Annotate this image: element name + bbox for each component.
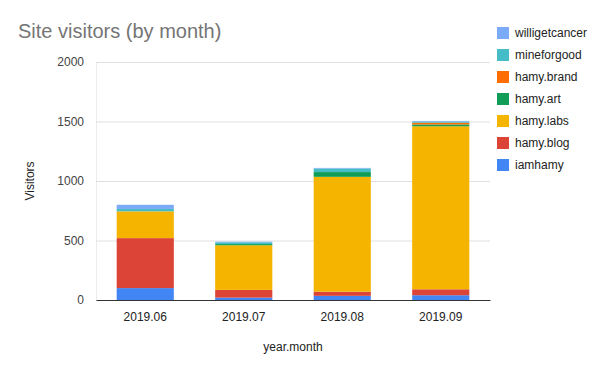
x-tick-label: 2019.06 [124,310,168,324]
bar [412,123,469,125]
bar [215,290,272,298]
bar [314,296,371,300]
y-tick-label: 1500 [57,115,84,129]
y-axis-title: Visitors [23,161,37,200]
bar [215,298,272,300]
bar [314,292,371,296]
legend-item: hamy.brand [497,70,577,84]
bar [314,172,371,177]
legend-label: mineforgood [515,48,582,62]
x-tick: 2019.06 [124,300,168,324]
bar [117,205,174,209]
bar [314,177,371,292]
y-axis: 0 500 1000 1500 2000 [57,55,490,307]
legend-label: hamy.art [515,92,561,106]
legend-swatch [497,27,509,39]
x-tick-label: 2019.08 [321,310,365,324]
bar [117,211,174,238]
legend-swatch [497,71,509,83]
series [117,121,470,242]
bar [117,209,174,211]
x-axis: 2019.06 2019.07 2019.08 2019.09 [97,300,491,324]
legend-label: hamy.blog [515,136,569,150]
legend-label: hamy.labs [515,114,569,128]
series [117,126,470,291]
bars [117,121,470,300]
legend-item: hamy.art [497,92,561,106]
legend-item: iamhamy [497,158,564,172]
legend-swatch [497,115,509,127]
y-tick-label: 0 [77,293,84,307]
bar [412,120,469,122]
legend-item: willigetcancer [497,26,587,40]
bar [117,238,174,288]
series [215,124,469,245]
x-tick-label: 2019.07 [222,310,266,324]
bar [412,295,469,300]
legend-label: willigetcancer [514,26,587,40]
y-axis-line [97,63,491,301]
title: Site visitors (by month) [18,20,221,42]
legend-label: hamy.brand [515,70,577,84]
bar [314,169,371,173]
x-axis-title: year.month [263,340,322,354]
bar [215,245,272,290]
series [117,122,470,245]
legend-swatch [497,137,509,149]
y-tick-label: 2000 [57,55,84,69]
legend-swatch [497,49,509,61]
legend-swatch [497,93,509,105]
y-tick: 2000 [57,55,490,69]
grid-line [96,62,490,63]
x-tick: 2019.09 [419,300,463,324]
legend-item: hamy.blog [497,136,569,150]
legend-item: mineforgood [497,48,582,62]
x-axis-line [97,300,491,301]
bar [117,288,174,300]
legend-swatch [497,159,509,171]
x-tick-label: 2019.09 [419,310,463,324]
x-tick: 2019.08 [321,300,365,324]
bar [215,244,272,245]
series [412,123,469,125]
series [117,288,470,300]
x-tick: 2019.07 [222,300,266,324]
bar [412,122,469,123]
chart: Site visitors (by month) 0 500 1000 1500 2000… [0,0,610,371]
bar [412,124,469,126]
bar [412,126,469,289]
grid-line [96,300,490,301]
y-tick-label: 1000 [57,174,84,188]
legend-label: iamhamy [515,158,564,172]
legend-item: hamy.labs [497,114,569,128]
bar [412,289,469,295]
y-tick-label: 500 [64,234,84,248]
bar [215,242,272,244]
bar [314,167,371,169]
legend: willigetcancer mineforgood hamy.brand hamy.… [497,26,587,172]
bar [215,241,272,243]
grid-line [96,122,490,123]
